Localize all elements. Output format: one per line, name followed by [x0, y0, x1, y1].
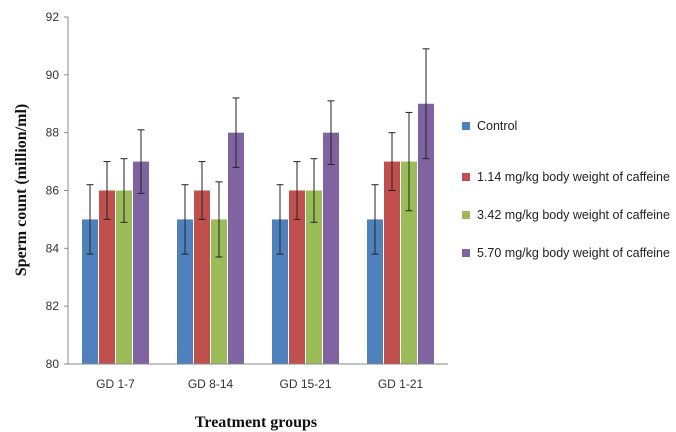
bar: [116, 190, 132, 364]
bar: [99, 190, 115, 364]
y-tick-label: 86: [46, 184, 60, 198]
y-tick-label: 90: [46, 68, 60, 82]
legend-item: Control: [462, 118, 672, 135]
bars-layer: [82, 103, 434, 364]
bar: [211, 219, 227, 364]
error-bars-layer: [86, 48, 430, 258]
y-axis-title: Sperm count (million/ml): [13, 104, 30, 276]
bar: [323, 132, 339, 364]
x-tick-label: GD 15-21: [279, 377, 331, 391]
y-tick-label: 88: [46, 126, 60, 140]
bar: [384, 161, 400, 364]
legend-item: 5.70 mg/kg body weight of caffeine: [462, 245, 672, 262]
legend-label: 3.42 mg/kg body weight of caffeine: [477, 208, 670, 222]
legend-item: 3.42 mg/kg body weight of caffeine: [462, 207, 672, 224]
legend-swatch: [462, 122, 470, 130]
x-axis-title: Treatment groups: [195, 414, 317, 431]
x-tick-label: GD 8-14: [188, 377, 234, 391]
bar: [306, 190, 322, 364]
legend-label: 1.14 mg/kg body weight of caffeine: [477, 170, 670, 184]
y-tick-label: 92: [46, 10, 60, 24]
bar: [272, 219, 288, 364]
legend-item: 1.14 mg/kg body weight of caffeine: [462, 169, 672, 186]
bar: [418, 103, 434, 364]
bar: [82, 219, 98, 364]
legend-swatch: [462, 211, 470, 219]
legend-swatch: [462, 249, 470, 257]
y-tick-label: 82: [46, 299, 60, 313]
x-axis-categories: GD 1-7 GD 8-14 GD 15-21 GD 1-21: [96, 377, 423, 391]
bar: [401, 161, 417, 364]
bar: [177, 219, 193, 364]
bar: [194, 190, 210, 364]
legend-label: 5.70 mg/kg body weight of caffeine: [477, 246, 670, 260]
y-tick-label: 80: [46, 357, 60, 371]
x-tick-label: GD 1-7: [96, 377, 135, 391]
bar: [289, 190, 305, 364]
bar: [133, 161, 149, 364]
y-tick-label: 84: [46, 241, 60, 255]
x-tick-label: GD 1-21: [378, 377, 424, 391]
bar: [228, 132, 244, 364]
legend-swatch: [462, 173, 470, 181]
y-axis-ticks: 80 82 84 86 88 90 92: [46, 10, 68, 371]
bar: [367, 219, 383, 364]
legend: Control 1.14 mg/kg body weight of caffein…: [462, 118, 672, 262]
legend-label: Control: [477, 119, 518, 133]
